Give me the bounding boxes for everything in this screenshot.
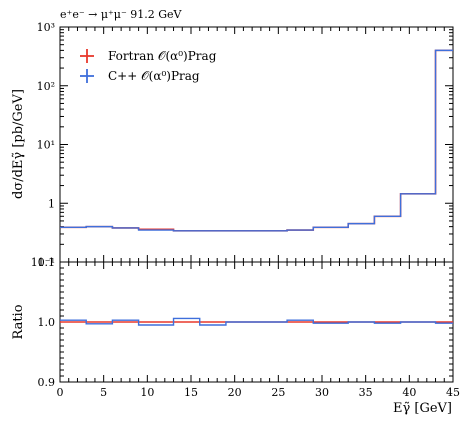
main-y-tick-label: 1 <box>48 197 55 210</box>
main-series-cpp <box>60 49 453 232</box>
main-axis-ticks: 10⁻¹ 1 10¹ 10² 10³ <box>31 21 454 269</box>
ratio-axis-ticks: 0.9 1.0 1.1 0 5 10 15 20 25 30 35 40 45 <box>38 256 461 399</box>
main-y-tick-label: 10³ <box>37 21 55 34</box>
main-y-tick-label: 10² <box>37 80 55 93</box>
x-tick-label: 5 <box>100 386 107 399</box>
legend-item-fortran: Fortran 𝒪(α⁰)Prag <box>80 49 217 63</box>
x-tick-label: 0 <box>57 386 64 399</box>
ratio-y-tick-label: 1.0 <box>38 316 56 329</box>
x-tick-label: 20 <box>228 386 242 399</box>
legend-item-cpp: C++ 𝒪(α⁰)Prag <box>80 69 200 83</box>
ratio-y-axis-title: Ratio <box>11 304 26 339</box>
legend-label-fortran: Fortran 𝒪(α⁰)Prag <box>108 49 217 63</box>
main-y-axis-title: dσ/dEγ̃ [pb/GeV] <box>11 89 26 199</box>
x-tick-label: 35 <box>359 386 373 399</box>
x-tick-label: 40 <box>402 386 416 399</box>
x-tick-label: 30 <box>315 386 329 399</box>
ratio-series-lines <box>60 317 453 326</box>
ratio-y-tick-label: 0.9 <box>38 376 56 389</box>
x-axis-title: Eγ̃ [GeV] <box>393 401 452 416</box>
legend-label-cpp: C++ 𝒪(α⁰)Prag <box>108 69 200 83</box>
x-tick-label: 15 <box>184 386 198 399</box>
main-y-tick-label: 10¹ <box>37 139 55 152</box>
x-tick-label: 25 <box>271 386 285 399</box>
main-y-tick-label: 10⁻¹ <box>31 256 55 269</box>
x-tick-label: 10 <box>140 386 154 399</box>
process-label: e⁺e⁻ → μ⁺μ⁻ 91.2 GeV <box>60 8 183 21</box>
legend: Fortran 𝒪(α⁰)Prag C++ 𝒪(α⁰)Prag <box>80 49 217 83</box>
ratio-series-cpp <box>60 317 453 326</box>
ratio-y-tick-label: 1.1 <box>38 256 56 269</box>
x-tick-label: 45 <box>446 386 460 399</box>
main-series-lines <box>60 49 453 232</box>
